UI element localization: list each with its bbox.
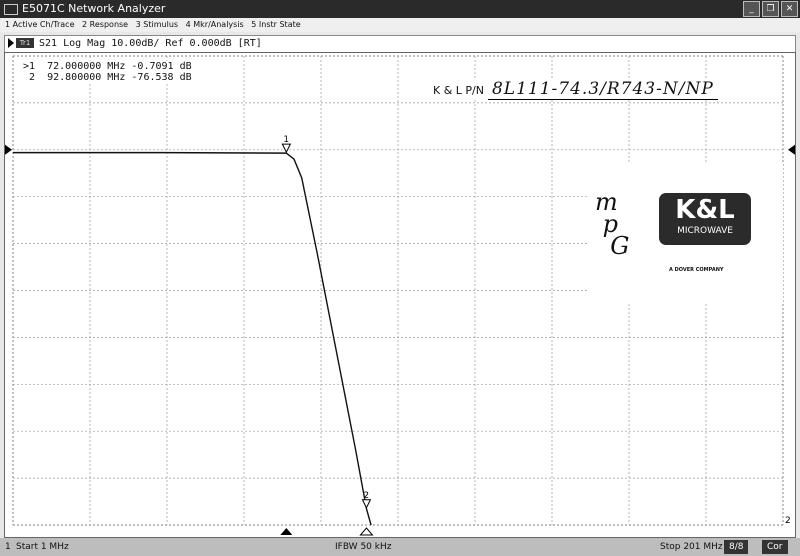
trace-badge: Tr1	[16, 38, 34, 48]
channel-number: 1	[5, 542, 11, 552]
menu-instr-state[interactable]: 5 Instr State	[251, 20, 301, 29]
mpg-logo: m p G	[595, 188, 630, 260]
stop-frequency[interactable]: Stop 201 MHz	[660, 542, 723, 552]
marker-1-icon	[281, 143, 292, 154]
title-bar: E5071C Network Analyzer _ ❐ ✕	[0, 0, 800, 18]
menu-bar: 1 Active Ch/Trace 2 Response 3 Stimulus …	[0, 18, 800, 32]
status-bar: 1 Start 1 MHz IFBW 50 kHz Stop 201 MHz 8…	[0, 538, 800, 556]
plot-area[interactable]: 1 2 2 >1 72.000000 MHz -0.7091 dB 2 92.800…	[4, 52, 796, 538]
trace-line	[13, 151, 372, 526]
part-number-annotation: K & L P/N 8L111-74.3/R743-N/NP	[433, 79, 718, 100]
menu-response[interactable]: 2 Response	[82, 20, 129, 29]
reference-level-right-icon	[788, 144, 795, 155]
marker-table: >1 72.000000 MHz -0.7091 dB 2 92.800000 …	[23, 61, 192, 83]
app-icon	[4, 3, 18, 15]
menu-active-ch-trace[interactable]: 1 Active Ch/Trace	[5, 20, 75, 29]
sweep-count: 8/8	[724, 540, 749, 554]
trace-plot: 1 2 2	[5, 55, 795, 536]
dover-company-text: A DOVER COMPANY	[669, 267, 724, 273]
marker-row-2: 2 92.800000 MHz -76.538 dB	[23, 72, 192, 83]
start-frequency[interactable]: Start 1 MHz	[16, 542, 69, 552]
marker-2-label: 2	[363, 491, 369, 501]
trace-header[interactable]: Tr1 S21 Log Mag 10.00dB/ Ref 0.000dB [RT]	[4, 35, 796, 53]
restore-icon[interactable]: ❐	[762, 1, 779, 17]
minimize-icon[interactable]: _	[743, 1, 760, 17]
close-icon[interactable]: ✕	[781, 1, 798, 17]
kl-microwave-logo: K&L MICROWAVE	[659, 193, 751, 245]
trace-settings: S21 Log Mag 10.00dB/ Ref 0.000dB [RT]	[39, 38, 262, 49]
marker-row-1: >1 72.000000 MHz -0.7091 dB	[23, 61, 192, 72]
menu-stimulus[interactable]: 3 Stimulus	[135, 20, 179, 29]
active-trace-arrow-icon	[8, 38, 14, 48]
ifbw[interactable]: IFBW 50 kHz	[335, 542, 392, 552]
marker-2-icon	[361, 499, 372, 509]
marker-1-label: 1	[283, 135, 289, 145]
marker-1-position-icon	[280, 528, 293, 535]
marker-2-position-icon	[359, 527, 374, 536]
correction-status: Cor	[762, 540, 788, 554]
offscale-marker-2-label: 2	[785, 516, 791, 526]
company-logo: m p G K&L MICROWAVE A DOVER COMPANY	[587, 163, 783, 303]
reference-level-left-icon	[5, 144, 12, 155]
menu-mkr-analysis[interactable]: 4 Mkr/Analysis	[185, 20, 244, 29]
window-title: E5071C Network Analyzer	[22, 2, 166, 15]
